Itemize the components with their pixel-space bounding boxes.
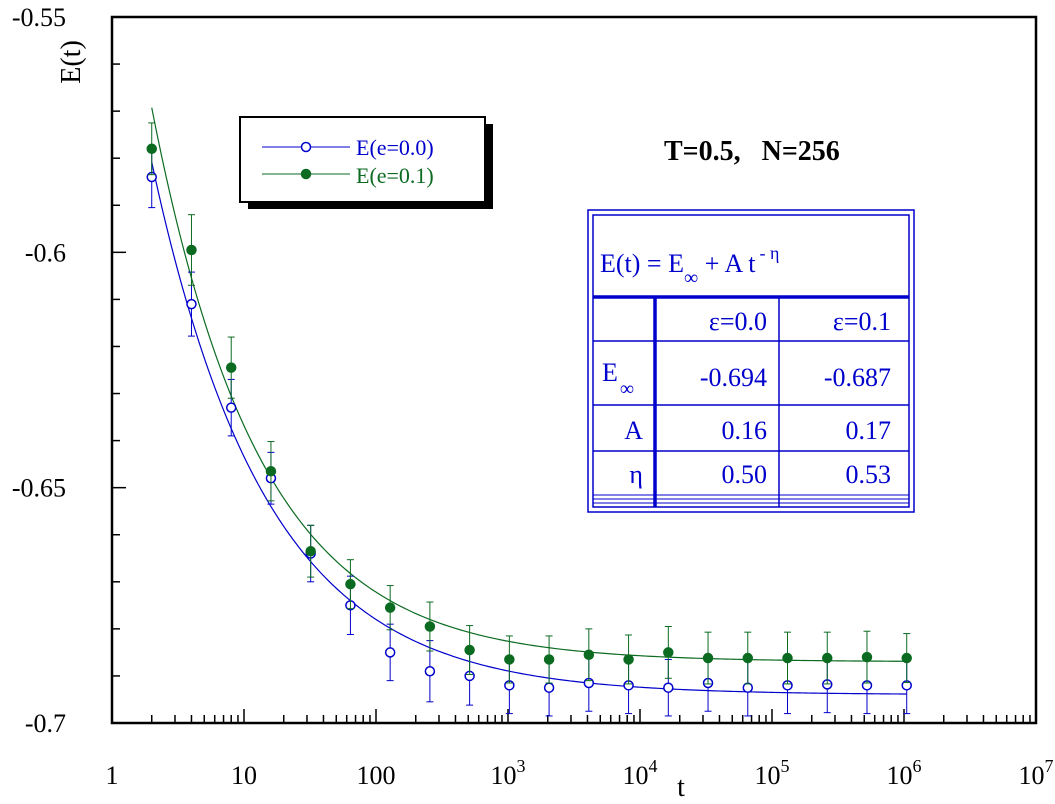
data-point <box>384 647 396 658</box>
y-tick-label: -0.7 <box>25 709 66 738</box>
legend-marker-filled-circle <box>300 168 312 180</box>
legend-entry-e00: E(e=0.0) <box>262 135 434 160</box>
data-point <box>464 644 475 656</box>
data-point <box>384 602 396 613</box>
data-point <box>901 652 912 664</box>
data-point <box>186 298 197 310</box>
data-point <box>782 652 793 664</box>
data-point <box>504 654 515 665</box>
data-point <box>742 652 754 664</box>
fit-curve-series-1 <box>151 107 907 662</box>
data-point <box>861 651 873 663</box>
data-point <box>663 682 674 693</box>
legend-box <box>239 116 486 203</box>
fit-table-einf-e01: -0.687 <box>824 363 891 392</box>
data-point <box>305 545 316 557</box>
data-point <box>742 682 754 693</box>
data-point <box>663 647 674 658</box>
legend-label-e01: E(e=0.1) <box>356 163 434 188</box>
data-point <box>225 362 237 373</box>
data-point <box>424 621 436 632</box>
data-point <box>265 465 277 477</box>
fit-table: E(t) = E∞ + A t- η ε=0.0 ε=0.1 E∞ -0.694… <box>587 209 915 513</box>
data-point <box>702 652 714 664</box>
fit-table-eta-e00: 0.50 <box>722 460 768 489</box>
data-point <box>543 682 555 693</box>
y-tick-label: -0.55 <box>12 3 66 32</box>
x-tick-label: 103 <box>491 756 526 790</box>
data-point <box>225 402 237 413</box>
x-tick-label: 105 <box>755 756 790 790</box>
fit-table-row-label-eta: η <box>629 460 643 489</box>
series-1 <box>146 122 912 685</box>
data-point <box>146 143 157 155</box>
fit-curve-series-0 <box>151 162 907 695</box>
data-point <box>623 654 634 665</box>
fit-table-einf-e00: -0.694 <box>700 363 767 392</box>
fit-formula: E(t) = E∞ + A t- η <box>600 243 779 289</box>
data-point <box>583 649 595 661</box>
fit-table-row-label-einf: E∞ <box>602 358 634 400</box>
data-point <box>543 654 555 665</box>
fit-curves <box>151 107 907 695</box>
x-tick-label: 107 <box>1019 756 1054 790</box>
x-tick-label: 106 <box>887 756 922 790</box>
x-tick-label: 104 <box>623 756 658 790</box>
y-axis-label: E(t) <box>56 40 87 84</box>
data-point <box>186 244 197 256</box>
fit-table-header-e00: ε=0.0 <box>709 307 767 336</box>
legend-marker-open-circle <box>300 141 312 153</box>
data-point <box>821 652 833 664</box>
data-point <box>345 578 356 590</box>
fit-table-a-e01: 0.17 <box>846 416 892 445</box>
chart-title: T=0.5, N=256 <box>664 136 840 167</box>
x-tick-label: 1 <box>106 761 119 790</box>
plot-frame <box>110 15 1038 725</box>
y-tick-label: -0.6 <box>25 238 66 267</box>
legend-entry-e01: E(e=0.1) <box>262 163 434 188</box>
x-axis-label: t <box>677 772 685 803</box>
data-point <box>424 665 436 677</box>
data-points <box>146 122 912 717</box>
legend: E(e=0.0) E(e=0.1) <box>239 116 493 209</box>
fit-table-background <box>588 210 914 512</box>
fit-table-header-e01: ε=0.1 <box>833 307 891 336</box>
fit-table-a-e00: 0.16 <box>722 416 768 445</box>
fit-table-row-label-a: A <box>624 416 643 445</box>
axis-ticks: 1 10 100 103 104 105 106 107 -0.55 -0.6 -0.65 -0.7 <box>12 3 1054 790</box>
y-tick-label: -0.65 <box>12 474 66 503</box>
x-tick-label: 100 <box>357 761 396 790</box>
x-tick-label: 10 <box>231 761 257 790</box>
fit-table-eta-e01: 0.53 <box>846 460 892 489</box>
legend-label-e00: E(e=0.0) <box>356 135 434 160</box>
